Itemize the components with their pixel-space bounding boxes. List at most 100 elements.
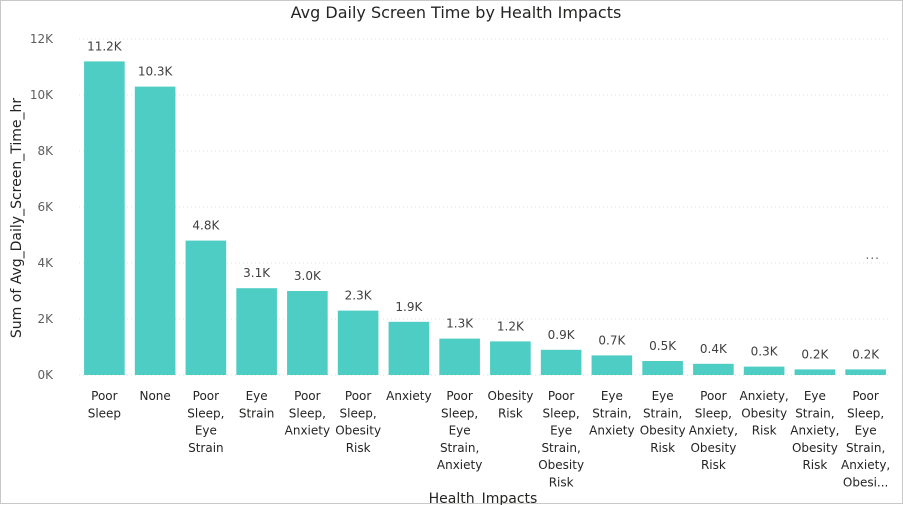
y-tick-label: 10K xyxy=(30,88,54,102)
bar[interactable] xyxy=(693,363,734,375)
x-tick-label-line: Risk xyxy=(549,476,574,490)
bar[interactable] xyxy=(845,369,886,375)
bars xyxy=(84,61,886,376)
bar[interactable] xyxy=(84,61,125,376)
x-tick-label-line: Obesity xyxy=(640,424,686,438)
x-tick-label-line: Poor xyxy=(852,389,878,403)
data-label: 0.5K xyxy=(649,339,677,353)
data-label: 4.8K xyxy=(192,219,220,233)
x-tick-label-line: Eye xyxy=(195,424,217,438)
bar[interactable] xyxy=(185,240,227,375)
x-tick-label: Obesity Risk xyxy=(487,389,533,420)
x-tick-label: Eye Strain, Anxiety xyxy=(589,389,634,438)
x-tick-label-line: Obesity xyxy=(741,406,787,420)
x-tick-label-line: Strain, xyxy=(592,406,631,420)
x-tick-label-line: Sleep, xyxy=(695,406,732,420)
x-tick-label-line: Strain, xyxy=(643,406,682,420)
bar[interactable] xyxy=(794,369,836,375)
data-label: 11.2K xyxy=(87,39,123,53)
x-tick-label-line: Anxiety xyxy=(437,458,482,472)
x-tick-label-line: Strain, xyxy=(846,441,885,455)
x-tick-label-line: Poor xyxy=(700,389,726,403)
x-tick-label-line: Sleep, xyxy=(187,406,224,420)
x-tick-label: Poor Sleep, Anxiety xyxy=(285,389,330,438)
data-label: 1.9K xyxy=(395,300,423,314)
data-label: 0.9K xyxy=(548,328,576,342)
x-axis-categories: Poor Sleep None Poor Sleep, Eye Strain Eye Strai… xyxy=(88,389,891,490)
x-tick-label: Poor Sleep, Eye Strain, Anxiety xyxy=(437,389,482,472)
x-tick-label-line: Risk xyxy=(752,424,777,438)
data-label: 3.1K xyxy=(243,266,271,280)
x-tick-label-line: Risk xyxy=(802,458,827,472)
x-tick-label: Poor Sleep, Anxiety, Obesity Risk xyxy=(689,389,738,472)
x-tick-label: Eye Strain xyxy=(239,389,275,420)
x-tick-label-line: Poor xyxy=(294,389,320,403)
x-tick-label: None xyxy=(139,389,170,403)
data-label: 2.3K xyxy=(345,289,373,303)
x-tick-label-line: Eye xyxy=(550,424,572,438)
x-tick-label: Anxiety, Obesity Risk xyxy=(739,389,788,438)
data-label: 0.7K xyxy=(598,333,626,347)
x-tick-label-line: Poor xyxy=(91,389,117,403)
x-tick-label-line: None xyxy=(139,389,170,403)
x-tick-label-line: Strain, xyxy=(795,406,834,420)
bar[interactable] xyxy=(490,341,531,375)
x-tick-label-line: Poor xyxy=(446,389,472,403)
y-tick-label: 4K xyxy=(37,256,54,270)
x-tick-label-line: Eye xyxy=(855,424,877,438)
bar[interactable] xyxy=(540,349,582,375)
data-label: 0.3K xyxy=(751,345,779,359)
data-label: 0.2K xyxy=(801,347,829,361)
data-label: 1.3K xyxy=(446,317,474,331)
x-tick-label-line: Eye xyxy=(804,389,826,403)
x-tick-label-line: Eye xyxy=(601,389,623,403)
x-tick-label-line: Strain xyxy=(239,406,275,420)
x-tick-label: Poor Sleep, Eye Strain, Anxiety, Obesi... xyxy=(841,389,890,490)
x-tick-label-line: Anxiety xyxy=(285,424,330,438)
bar[interactable] xyxy=(439,338,480,375)
x-tick-label-line: Poor xyxy=(548,389,574,403)
x-tick-label-line: Obesity xyxy=(335,424,381,438)
x-tick-label-line: Anxiety xyxy=(386,389,431,403)
x-axis-title: Health_Impacts xyxy=(429,491,538,505)
y-axis-title: Sum of Avg_Daily_Screen_Time_hr xyxy=(9,98,25,338)
x-tick-label: Anxiety xyxy=(386,389,431,403)
x-tick-label-line: Anxiety, xyxy=(739,389,788,403)
x-tick-label-line: Strain, xyxy=(541,441,580,455)
y-tick-label: 12K xyxy=(30,32,54,46)
x-tick-label-line: Obesity xyxy=(487,389,533,403)
x-tick-label: Poor Sleep, Eye Strain, Obesity Risk xyxy=(538,389,584,490)
bar[interactable] xyxy=(642,361,683,375)
x-tick-label-line: Risk xyxy=(650,441,675,455)
bar[interactable] xyxy=(287,291,328,375)
x-tick-label-line: Anxiety, xyxy=(841,458,890,472)
x-tick-label-line: Obesity xyxy=(690,441,736,455)
bar[interactable] xyxy=(591,355,633,375)
x-tick-label-line: Sleep xyxy=(88,406,121,420)
bar[interactable] xyxy=(388,321,430,375)
bar[interactable] xyxy=(743,366,785,375)
x-tick-label-line: Poor xyxy=(345,389,371,403)
data-label: 3.0K xyxy=(294,269,322,283)
bar[interactable] xyxy=(236,288,277,375)
bar[interactable] xyxy=(134,86,176,375)
data-label: 10.3K xyxy=(138,65,174,79)
y-axis-ticks: 0K 2K 4K 6K 8K 10K 12K xyxy=(30,32,54,382)
y-tick-label: 6K xyxy=(37,200,54,214)
x-tick-label-line: Risk xyxy=(701,458,726,472)
x-tick-label-line: Eye xyxy=(246,389,268,403)
chart-title: Avg Daily Screen Time by Health Impacts xyxy=(291,3,622,22)
x-tick-label-line: Sleep, xyxy=(441,406,478,420)
bar[interactable] xyxy=(337,310,379,375)
x-tick-label-line: Sleep, xyxy=(847,406,884,420)
more-options-icon[interactable]: ... xyxy=(865,248,880,262)
x-tick-label: Poor Sleep, Eye Strain xyxy=(187,389,224,455)
data-label: 0.2K xyxy=(852,347,880,361)
x-tick-label-line: Anxiety, xyxy=(790,424,839,438)
x-tick-label-line: Risk xyxy=(498,406,523,420)
x-tick-label-line: Poor xyxy=(193,389,219,403)
x-tick-label-line: Obesi... xyxy=(843,476,888,490)
x-tick-label-line: Strain xyxy=(188,441,224,455)
x-tick-label-line: Sleep, xyxy=(543,406,580,420)
